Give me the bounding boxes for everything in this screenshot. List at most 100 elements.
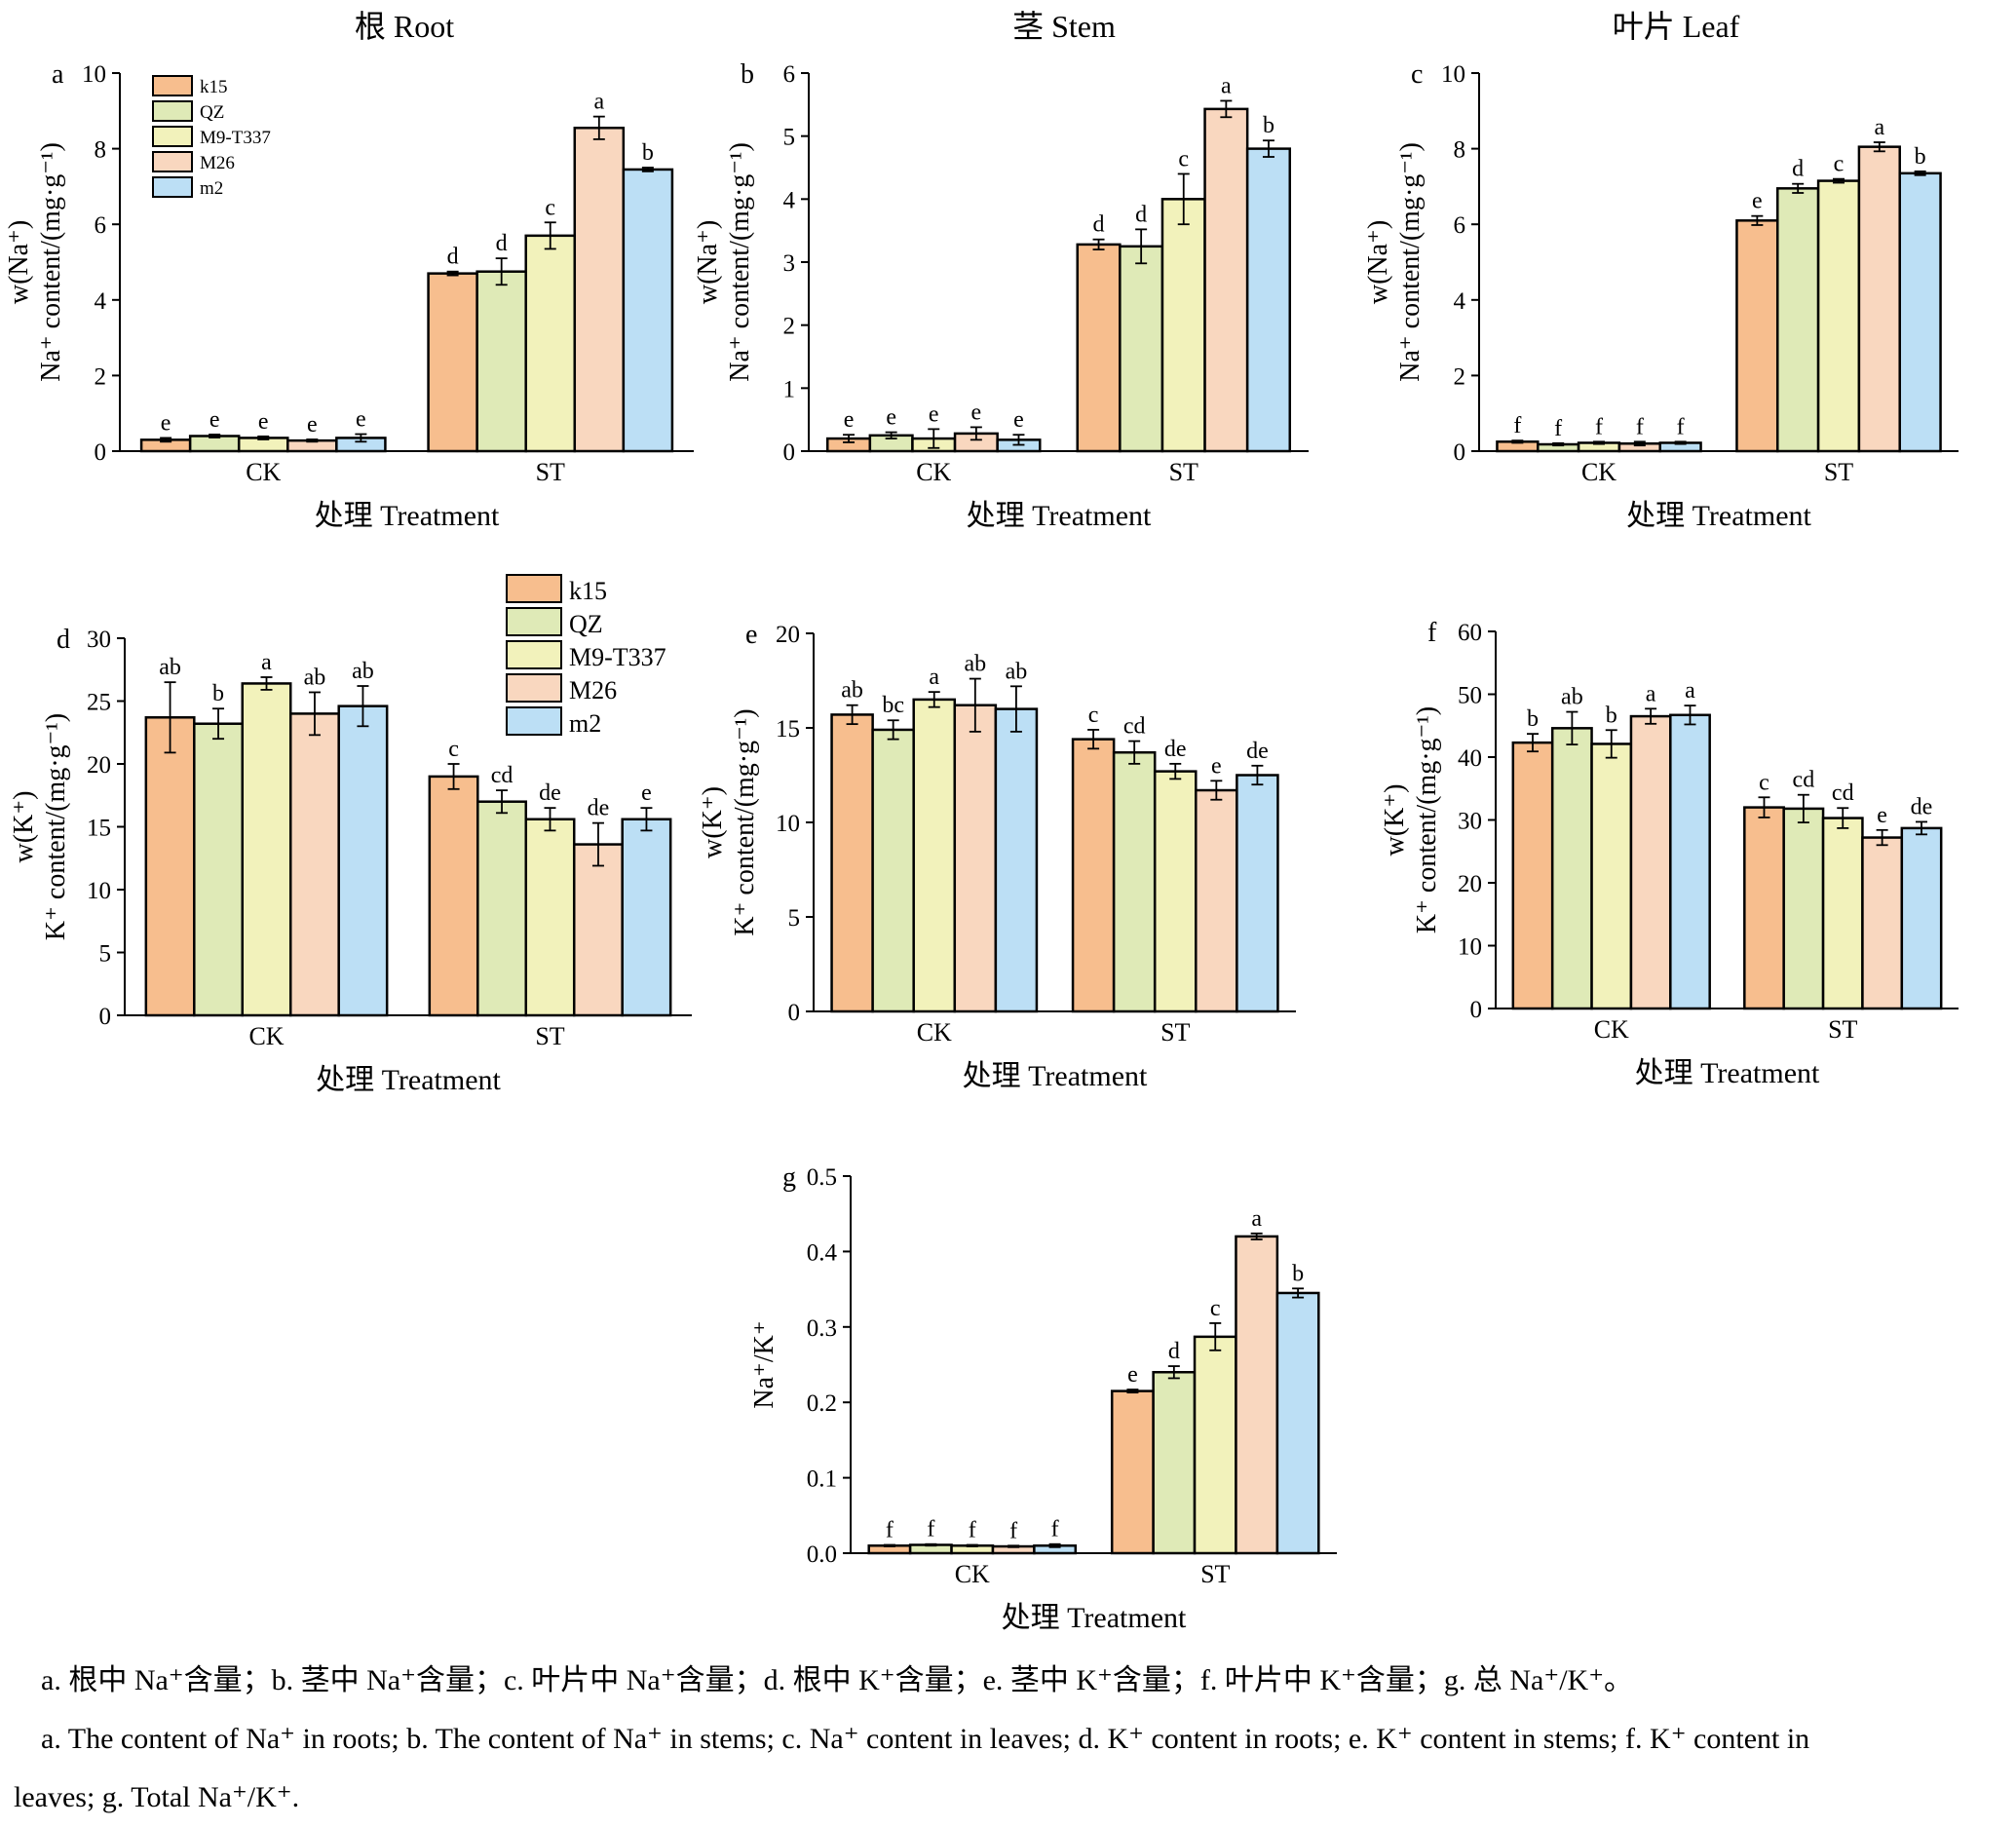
legend-swatch-M26 [152, 151, 193, 172]
y-tick-label: 1 [783, 376, 796, 402]
y-tick-label: 60 [1458, 620, 1482, 646]
significance-letter: a [929, 665, 939, 690]
panel-label-c: c [1411, 59, 1423, 90]
significance-letter: c [1210, 1296, 1221, 1321]
significance-letter: de [1164, 737, 1187, 762]
legend-swatch-k15 [506, 574, 562, 603]
bar-ST-k15 [1735, 219, 1779, 453]
y-tick-label: 0.1 [807, 1466, 837, 1493]
significance-letter: a [1874, 115, 1884, 140]
x-axis-title: 处理 Treatment [963, 1060, 1148, 1092]
bar-ST-QZ [1776, 187, 1820, 453]
bar-ST-M9-T337 [1153, 770, 1198, 1013]
x-category-label-ST: ST [1200, 1560, 1230, 1588]
significance-letter: e [844, 407, 855, 433]
bar-CK-M26 [953, 704, 998, 1013]
significance-letter: e [1211, 753, 1222, 779]
significance-letter: ab [841, 678, 863, 704]
column-title-root: 根 Root [355, 9, 454, 44]
y-tick-label: 10 [1458, 934, 1482, 961]
x-axis-title: 处理 Treatment [967, 500, 1152, 532]
y-axis-label-symbol: w(Na⁺) [1363, 220, 1393, 304]
legend-label-M26: M26 [200, 153, 235, 173]
y-tick-label: 3 [783, 250, 796, 277]
significance-letter: f [1554, 416, 1562, 441]
y-tick-label: 10 [776, 811, 800, 837]
significance-letter: f [969, 1517, 976, 1542]
y-axis-label-units: K⁺ content/(mg·g⁻¹) [1412, 706, 1442, 933]
bar-ST-m2 [621, 818, 672, 1017]
significance-letter: de [588, 796, 610, 821]
significance-letter: a [593, 90, 604, 115]
y-tick-label: 10 [82, 61, 106, 88]
x-category-label-CK: CK [1594, 1015, 1629, 1044]
significance-letter: c [1759, 770, 1769, 795]
legend-swatch-QZ [506, 607, 562, 636]
significance-letter: cd [1832, 780, 1854, 806]
y-tick-label: 0.2 [807, 1390, 837, 1417]
significance-letter: cd [1793, 768, 1815, 793]
y-tick-label: 4 [1454, 288, 1466, 315]
significance-letter: f [886, 1517, 894, 1542]
y-tick-label: 6 [783, 61, 796, 88]
y-tick-label: 6 [1454, 212, 1466, 239]
panel-label-f: f [1427, 618, 1437, 648]
bar-ST-k15 [1071, 738, 1116, 1013]
y-tick-label: 5 [99, 941, 112, 968]
bar-ST-m2 [1236, 774, 1279, 1013]
bar-CK-M9-T337 [241, 682, 292, 1017]
y-tick-label: 5 [783, 125, 796, 151]
panel-label-g: g [782, 1162, 796, 1193]
legend-swatch-QZ [152, 100, 193, 122]
y-tick-label: 2 [783, 314, 796, 340]
y-axis-label-symbol: w(K⁺) [1380, 784, 1410, 856]
significance-letter: bc [882, 693, 904, 718]
significance-letter: c [1178, 146, 1189, 171]
x-category-label-CK: CK [246, 458, 281, 486]
y-tick-label: 6 [95, 212, 107, 239]
bar-ST-M26 [1195, 788, 1238, 1013]
legend-label-M9-T337: M9-T337 [200, 128, 271, 148]
legend-swatch-M9-T337 [506, 640, 562, 669]
bar-ST-M9-T337 [1816, 179, 1861, 453]
y-axis-label-units: Na⁺ content/(mg·g⁻¹) [725, 142, 755, 382]
significance-letter: e [161, 410, 171, 436]
bar-ST-M26 [1861, 836, 1904, 1010]
bar-CK-M26 [1629, 714, 1672, 1010]
bar-CK-k15 [830, 713, 874, 1013]
y-tick-label: 0 [1470, 997, 1483, 1023]
significance-letter: c [1088, 703, 1099, 728]
legend-a: k15 QZ M9-T337 M26 m2 [152, 75, 271, 199]
chart-b: b 0 1 2 3 4 5 6 w(Na⁺) Na⁺ content/(mg·g⁻¹) e e e e e C… [693, 59, 1309, 532]
panel-label-b: b [741, 59, 754, 90]
bar-ST-M26 [1203, 107, 1249, 453]
significance-letter: c [1834, 152, 1845, 177]
bar-ST-m2 [1900, 826, 1943, 1010]
x-category-label-ST: ST [1169, 458, 1198, 486]
significance-letter: d [496, 231, 508, 256]
bar-ST-M9-T337 [524, 818, 576, 1017]
bar-CK-QZ [193, 722, 245, 1017]
y-tick-label: 8 [1454, 137, 1466, 164]
y-tick-label: 0.5 [807, 1164, 837, 1191]
significance-letter: f [1051, 1517, 1059, 1542]
bar-ST-k15 [1110, 1389, 1155, 1555]
y-tick-label: 0 [783, 439, 796, 466]
y-tick-label: 40 [1458, 745, 1482, 772]
bar-ST-M9-T337 [1193, 1335, 1237, 1555]
y-axis-label-symbol: w(K⁺) [698, 786, 728, 858]
legend-label-QZ: QZ [200, 102, 224, 123]
significance-letter: ab [964, 652, 986, 677]
y-axis-label-symbol: w(Na⁺) [4, 220, 34, 304]
bar-ST-M26 [1857, 145, 1901, 453]
y-tick-label: 0 [95, 439, 107, 466]
y-tick-label: 0 [1454, 439, 1466, 466]
x-axis-title: 处理 Treatment [316, 1064, 501, 1096]
bar-ST-k15 [428, 775, 479, 1017]
legend-label-M26: M26 [569, 676, 617, 704]
